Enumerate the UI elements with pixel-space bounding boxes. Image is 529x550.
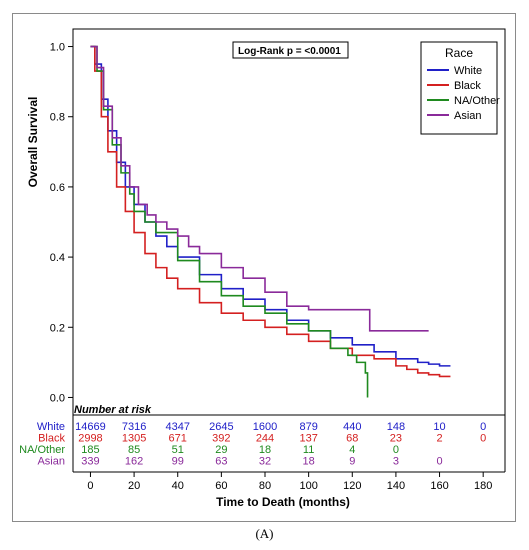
legend-entry: Asian [454, 110, 482, 122]
risk-table-cell: 85 [128, 444, 140, 456]
y-axis-label: Overall Survival [26, 97, 40, 188]
y-tick-label: 0.2 [50, 322, 65, 334]
legend-entry: White [454, 65, 482, 77]
risk-table-cell: 2998 [78, 433, 102, 445]
risk-table-cell: 99 [172, 456, 184, 468]
risk-table-cell: 440 [343, 421, 361, 433]
risk-table-cell: 32 [259, 456, 271, 468]
risk-table-cell: 51 [172, 444, 184, 456]
risk-table-cell: 4347 [165, 421, 189, 433]
risk-table-cell: 4 [349, 444, 355, 456]
risk-table-cell: 2 [436, 433, 442, 445]
risk-table-cell: 9 [349, 456, 355, 468]
risk-table-cell: 879 [299, 421, 317, 433]
log-rank-box [232, 41, 349, 59]
legend-entry: Black [454, 80, 481, 92]
series-line-asian [90, 45, 429, 332]
risk-table-cell: 68 [346, 433, 358, 445]
x-tick-label: 80 [259, 480, 271, 492]
risk-table-cell: 23 [390, 433, 402, 445]
y-tick-label: 0.0 [50, 392, 65, 404]
x-tick-label: 120 [343, 480, 361, 492]
risk-table-cell: 0 [393, 444, 399, 456]
risk-table-cell: 7316 [122, 421, 146, 433]
risk-table-cell: 137 [299, 433, 317, 445]
risk-table-cell: 392 [212, 433, 230, 445]
legend-entry: NA/Other [454, 95, 500, 107]
x-tick-label: 160 [430, 480, 448, 492]
risk-table-cell: 671 [169, 433, 187, 445]
risk-table-cell: 0 [480, 421, 486, 433]
risk-table-cell: 244 [256, 433, 274, 445]
risk-table-row-label: NA/Other [19, 444, 65, 456]
risk-table-cell: 0 [436, 456, 442, 468]
risk-table-cell: 63 [215, 456, 227, 468]
x-tick-label: 140 [387, 480, 405, 492]
x-tick-label: 60 [215, 480, 227, 492]
plot-area [72, 28, 506, 416]
risk-table-cell: 162 [125, 456, 143, 468]
risk-table-cell: 339 [81, 456, 99, 468]
risk-table-row-label: Asian [37, 456, 65, 468]
risk-table-cell: 185 [81, 444, 99, 456]
risk-table-cell: 18 [303, 456, 315, 468]
legend-box [420, 41, 498, 135]
x-tick-label: 20 [128, 480, 140, 492]
risk-table-cell: 18 [259, 444, 271, 456]
log-rank-annotation: Log-Rank p = <0.0001 [238, 46, 341, 57]
risk-table-cell: 2645 [209, 421, 233, 433]
series-line-white [90, 45, 451, 367]
x-tick-label: 180 [474, 480, 492, 492]
risk-table-cell: 148 [387, 421, 405, 433]
x-tick-label: 100 [299, 480, 317, 492]
risk-table-cell: 14669 [75, 421, 106, 433]
y-tick-label: 0.6 [50, 182, 65, 194]
x-tick-label: 40 [172, 480, 184, 492]
x-axis-label: Time to Death (months) [216, 495, 350, 509]
y-tick-label: 0.8 [50, 112, 65, 124]
x-tick-label: 0 [87, 480, 93, 492]
risk-table-cell: 3 [393, 456, 399, 468]
risk-table-cell: 1600 [253, 421, 277, 433]
risk-table-cell: 1305 [122, 433, 146, 445]
series-line-black [90, 45, 451, 378]
risk-table-cell: 10 [433, 421, 445, 433]
series-line-na-other [90, 45, 369, 398]
risk-table-row-label: Black [38, 433, 65, 445]
figure-caption: (A) [255, 526, 274, 541]
risk-table-row-label: White [37, 421, 65, 433]
risk-table-title: Number at risk [74, 404, 152, 416]
y-tick-label: 1.0 [50, 42, 65, 54]
legend-title: Race [445, 46, 473, 60]
risk-table-cell: 11 [303, 444, 314, 456]
y-tick-label: 0.4 [50, 252, 65, 264]
risk-table-cell: 29 [215, 444, 227, 456]
risk-table-cell: 0 [480, 433, 486, 445]
